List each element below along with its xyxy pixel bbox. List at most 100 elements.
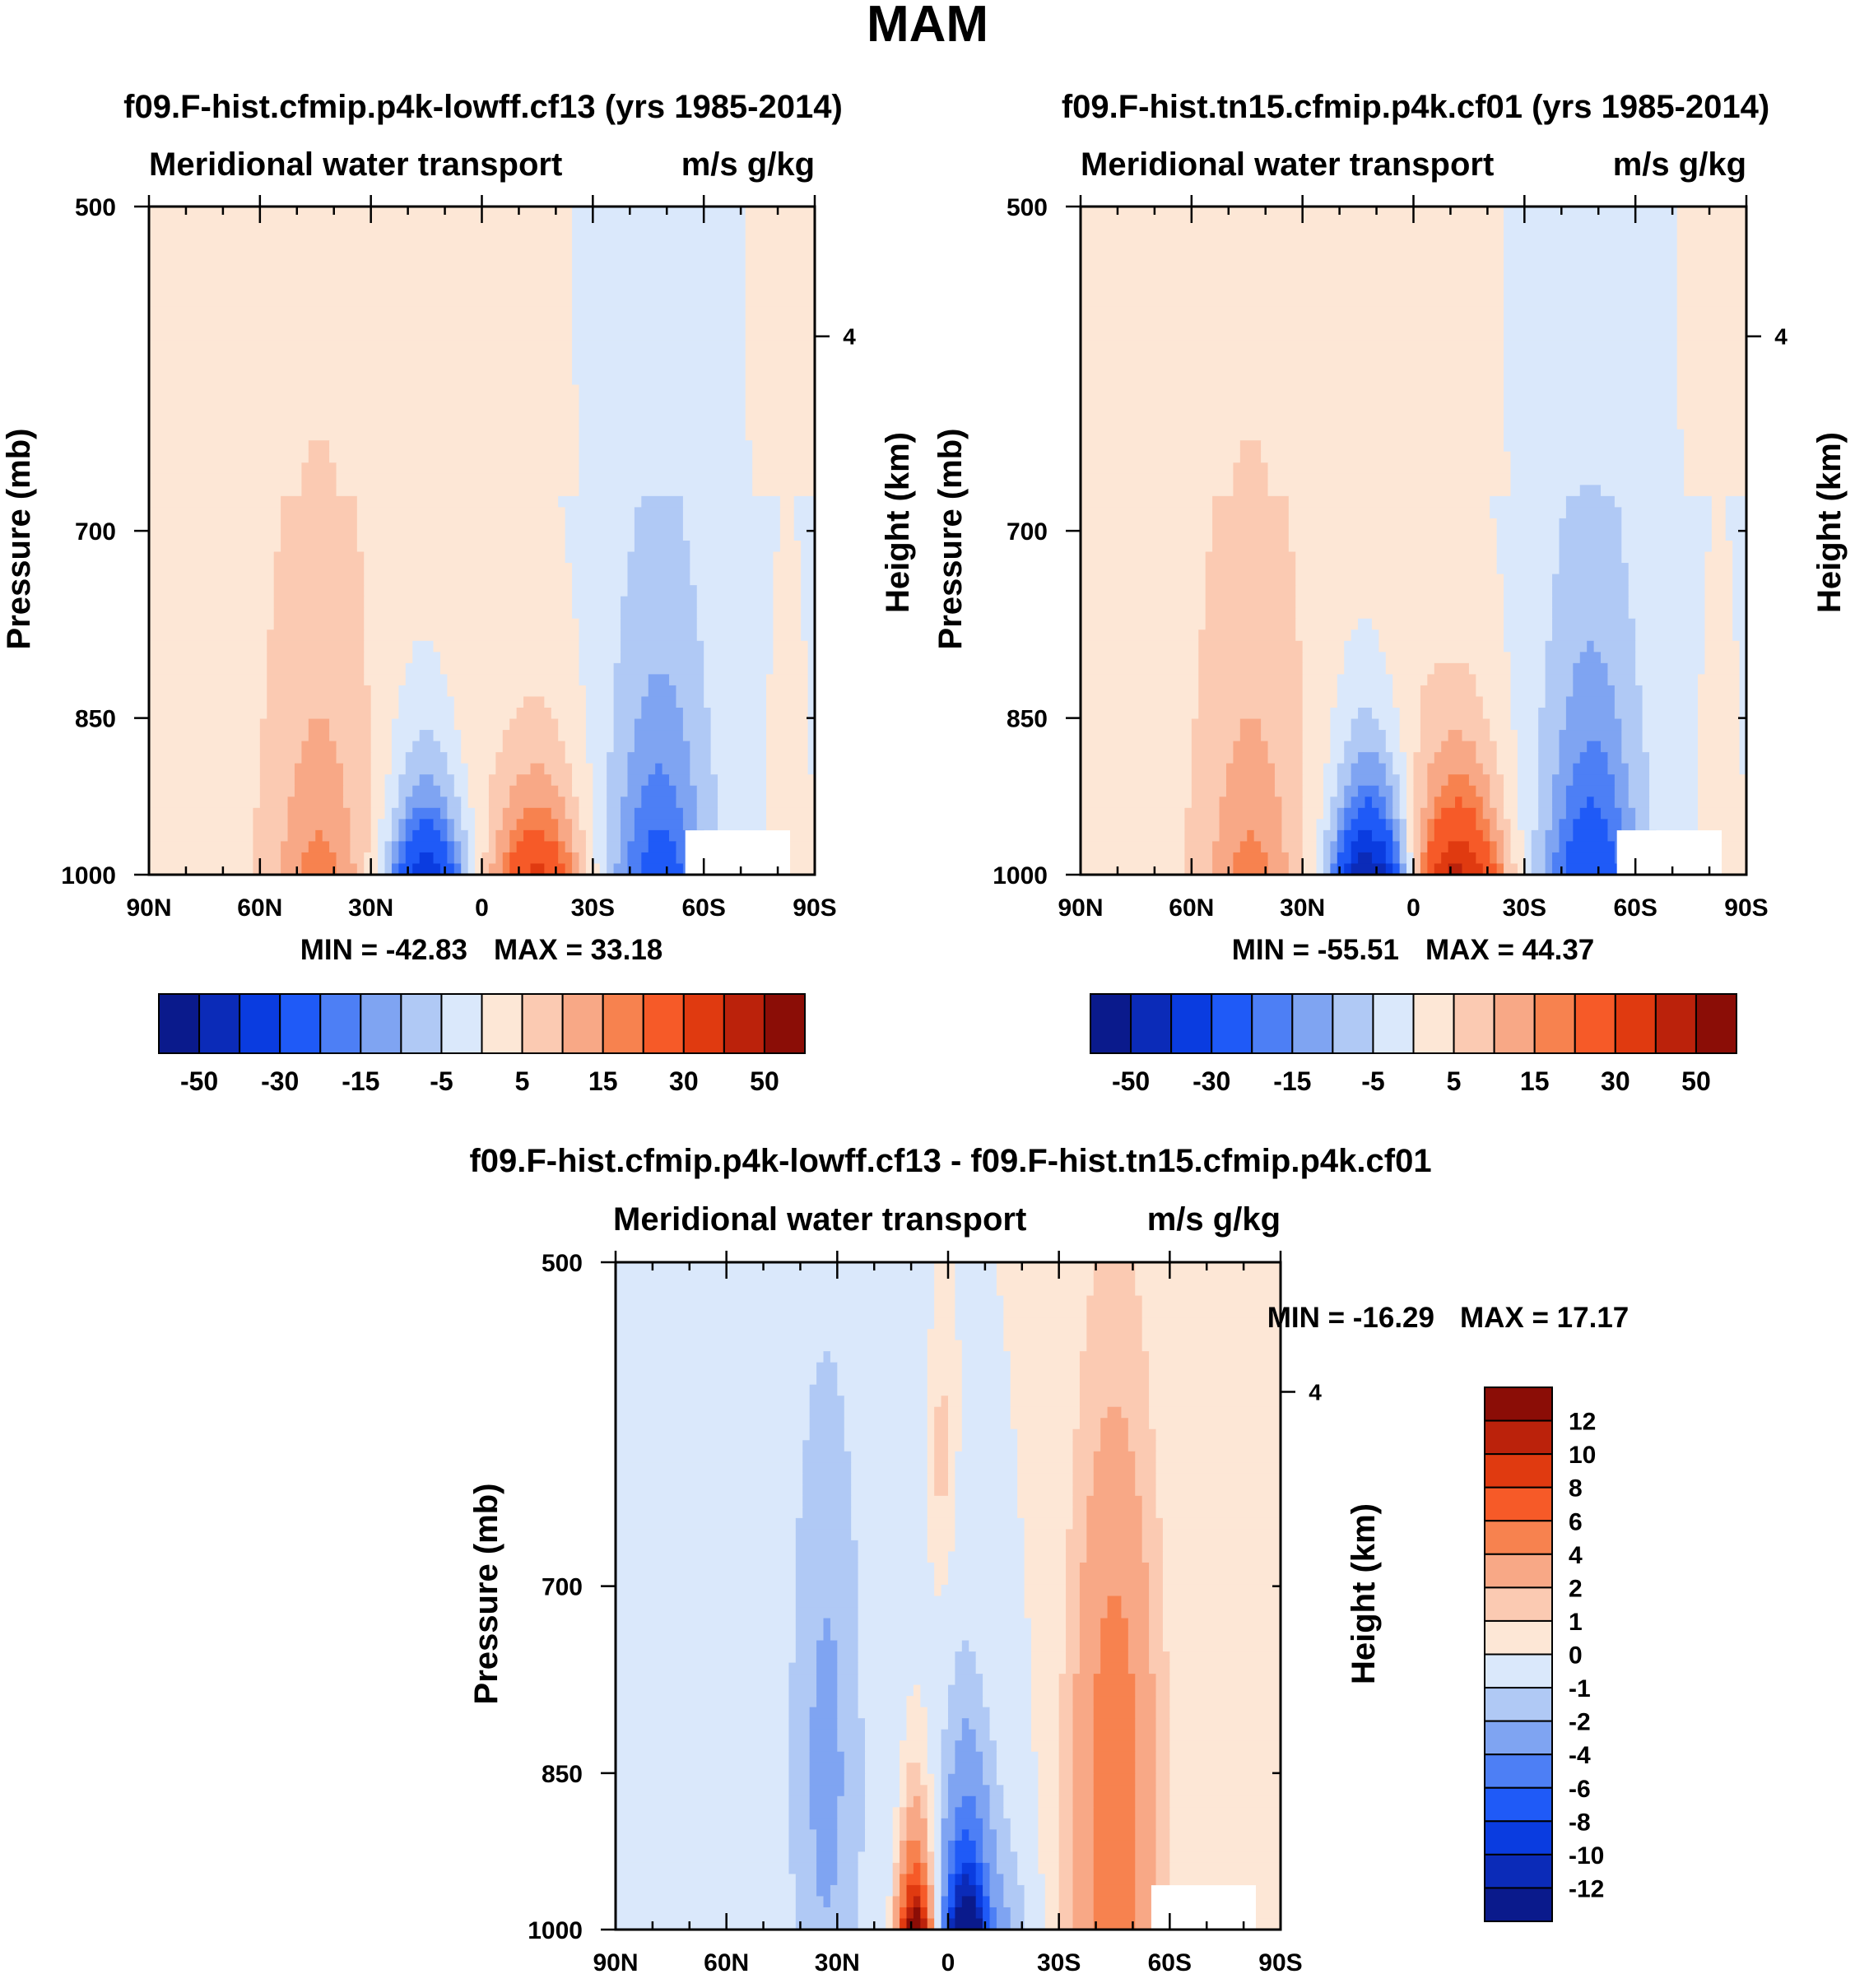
- contour-cell: [488, 774, 518, 787]
- contour-cell: [975, 1795, 991, 1808]
- contour-cell: [934, 1818, 942, 1830]
- contour-cell: [1392, 819, 1401, 831]
- contour-cell: [350, 807, 372, 820]
- contour-cell: [996, 1773, 1039, 1786]
- contour-cell: [1538, 819, 1553, 831]
- contour-cell: [927, 1440, 935, 1452]
- contour-cell: [927, 1351, 963, 1363]
- contour-cell: [1212, 507, 1290, 519]
- contour-cell: [613, 708, 642, 720]
- contour-cell: [1565, 495, 1616, 508]
- contour-cell: [1302, 708, 1331, 720]
- contour-cell: [934, 1584, 942, 1597]
- contour-cell: [259, 774, 295, 787]
- contour-cell: [1579, 807, 1602, 820]
- contour-cell: [364, 852, 379, 865]
- contour-cell: [621, 618, 698, 630]
- contour-cell: [1344, 807, 1359, 820]
- contour-cell: [745, 374, 816, 386]
- contour-cell: [1191, 785, 1227, 797]
- contour-cell: [941, 1918, 949, 1930]
- contour-cell: [1038, 1751, 1060, 1763]
- contour-cell: [1579, 485, 1602, 497]
- contour-cell: [1058, 1684, 1074, 1697]
- contour-cell: [1385, 807, 1393, 820]
- contour-cell: [955, 1874, 963, 1886]
- contour-cell: [975, 1740, 997, 1753]
- colorbar-box: [1484, 1853, 1553, 1889]
- contour-cell: [1141, 1529, 1164, 1541]
- contour-cell: [948, 1884, 956, 1897]
- contour-cell: [1155, 1462, 1281, 1475]
- contour-cell: [634, 529, 684, 541]
- contour-cell: [1711, 507, 1727, 519]
- contour-cell: [1081, 852, 1186, 865]
- contour-cell: [1517, 819, 1539, 831]
- contour-cell: [710, 730, 767, 742]
- contour-cell: [996, 1740, 1032, 1753]
- contour-cell: [1169, 1851, 1281, 1864]
- contour-cell: [1601, 485, 1685, 497]
- contour-cell: [961, 1428, 1018, 1441]
- contour-cell: [607, 785, 629, 797]
- colorbar-label: 8: [1569, 1475, 1583, 1503]
- contour-cell: [955, 1674, 983, 1686]
- contour-cell: [934, 1462, 949, 1475]
- contour-cell: [572, 563, 629, 575]
- contour-cell: [1081, 462, 1234, 475]
- contour-cell: [927, 1818, 935, 1830]
- contour-cell: [1081, 563, 1206, 575]
- contour-cell: [149, 295, 573, 308]
- contour-cell: [253, 807, 289, 820]
- contour-cell: [1441, 785, 1476, 797]
- contour-cell: [745, 251, 816, 263]
- contour-cell: [453, 852, 462, 865]
- contour-cell: [273, 563, 365, 575]
- contour-cell: [634, 741, 690, 753]
- contour-cell: [1058, 1874, 1074, 1886]
- contour-cell: [1684, 429, 1747, 441]
- contour-cell: [1565, 696, 1616, 708]
- contour-cell: [1024, 1907, 1046, 1920]
- contour-cell: [621, 652, 704, 664]
- contour-cell: [1538, 718, 1567, 731]
- x-tick-label: 60N: [704, 1949, 749, 1976]
- contour-cell: [1162, 1540, 1281, 1553]
- contour-cell: [1684, 473, 1747, 485]
- contour-cell: [1058, 1807, 1074, 1819]
- contour-cell: [927, 1840, 935, 1852]
- contour-cell: [1072, 1696, 1095, 1708]
- contour-cell: [745, 229, 816, 241]
- contour-cell: [1323, 797, 1331, 809]
- contour-cell: [837, 1818, 866, 1830]
- contour-cell: [975, 1907, 983, 1920]
- contour-cell: [1351, 797, 1366, 809]
- contour-cell: [948, 1473, 956, 1485]
- contour-cell: [989, 1918, 997, 1930]
- contour-cell: [975, 1729, 991, 1741]
- contour-cell: [149, 440, 309, 453]
- contour-cell: [948, 1896, 956, 1908]
- contour-cell: [1385, 852, 1393, 865]
- contour-cell: [766, 797, 816, 809]
- contour-cell: [467, 785, 490, 797]
- contour-cell: [613, 718, 635, 731]
- contour-cell: [1081, 351, 1504, 364]
- contour-cell: [1698, 708, 1741, 720]
- contour-cell: [1427, 763, 1484, 775]
- contour-cell: [391, 841, 399, 853]
- contour-cell: [793, 507, 816, 519]
- contour-cell: [948, 1862, 956, 1875]
- contour-cell: [364, 652, 413, 664]
- contour-cell: [1066, 1529, 1087, 1541]
- contour-cell: [1093, 1696, 1136, 1708]
- contour-cell: [315, 829, 323, 842]
- contour-cell: [865, 1785, 900, 1797]
- contour-cell: [865, 1840, 894, 1852]
- contour-cell: [1253, 829, 1282, 842]
- contour-cell: [961, 1351, 1011, 1363]
- contour-cell: [865, 1829, 894, 1842]
- contour-cell: [1732, 563, 1747, 575]
- contour-cell: [627, 551, 690, 564]
